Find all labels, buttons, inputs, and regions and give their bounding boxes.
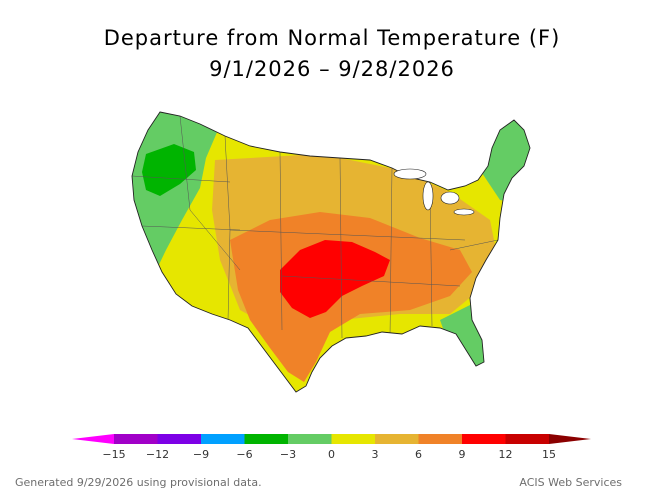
great-lakes (393, 168, 475, 216)
legend-swatch (288, 434, 332, 444)
legend-tick-label: 0 (328, 448, 335, 461)
legend-swatch (505, 434, 549, 444)
legend-tick-label: 12 (499, 448, 513, 461)
legend-tick-label: 15 (542, 448, 556, 461)
color-scale-legend: −15 −12 −9 −6 −3 0 3 6 9 12 15 (72, 434, 591, 461)
legend-tick-label: −3 (280, 448, 296, 461)
legend-swatch (549, 434, 591, 444)
legend-swatch (72, 434, 114, 444)
map-title: Departure from Normal Temperature (F) (103, 26, 561, 50)
legend-tick-label: 6 (415, 448, 422, 461)
legend-tick-label: −12 (146, 448, 169, 461)
legend-tick-label: 3 (372, 448, 379, 461)
zone-green-northwest (142, 144, 196, 196)
legend-tick-label: −15 (102, 448, 125, 461)
state-boundaries (132, 115, 499, 339)
zone-orange (230, 212, 472, 382)
legend-swatch (244, 434, 288, 444)
legend-swatch (375, 434, 419, 444)
legend-swatch (157, 434, 201, 444)
date-range-subtitle: 9/1/2026 – 9/28/2026 (209, 57, 455, 81)
legend-swatch (462, 434, 506, 444)
legend-swatch (201, 434, 245, 444)
provider-credit: ACIS Web Services (519, 476, 622, 489)
temperature-departure-map (131, 111, 531, 393)
legend-tick-label: −9 (193, 448, 209, 461)
legend-swatch (331, 434, 375, 444)
generated-note: Generated 9/29/2026 using provisional da… (15, 476, 262, 489)
legend-swatch (114, 434, 158, 444)
legend-tick-label: 9 (459, 448, 466, 461)
legend-tick-label: −6 (236, 448, 252, 461)
legend-swatch (418, 434, 462, 444)
